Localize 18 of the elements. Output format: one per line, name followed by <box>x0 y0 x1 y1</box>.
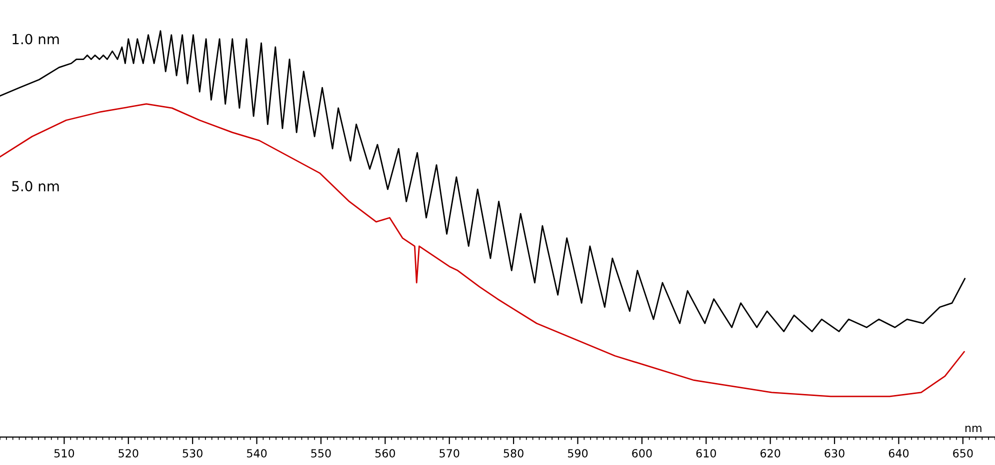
x-tick-label: 520 <box>118 449 138 458</box>
x-tick-label: 550 <box>311 449 331 458</box>
x-tick-label: 600 <box>632 449 652 458</box>
x-tick-label: 530 <box>182 449 202 458</box>
x-axis-title: nm <box>965 426 982 432</box>
x-tick-label: 620 <box>760 449 780 458</box>
x-tick-label: 510 <box>54 449 74 458</box>
series-label: 1.0 nm <box>12 34 59 44</box>
x-tick-label: 570 <box>440 449 460 458</box>
x-tick-label: 540 <box>247 449 267 458</box>
x-tick-label: 650 <box>953 449 973 458</box>
x-tick-label: 640 <box>888 449 909 458</box>
x-tick-label: 630 <box>824 449 844 458</box>
x-tick-label: 610 <box>696 449 716 458</box>
series-label: 5.0 nm <box>12 180 59 192</box>
x-tick-label: 560 <box>375 449 396 458</box>
x-tick-label: 590 <box>568 449 588 458</box>
x-tick-label: 580 <box>504 449 524 458</box>
